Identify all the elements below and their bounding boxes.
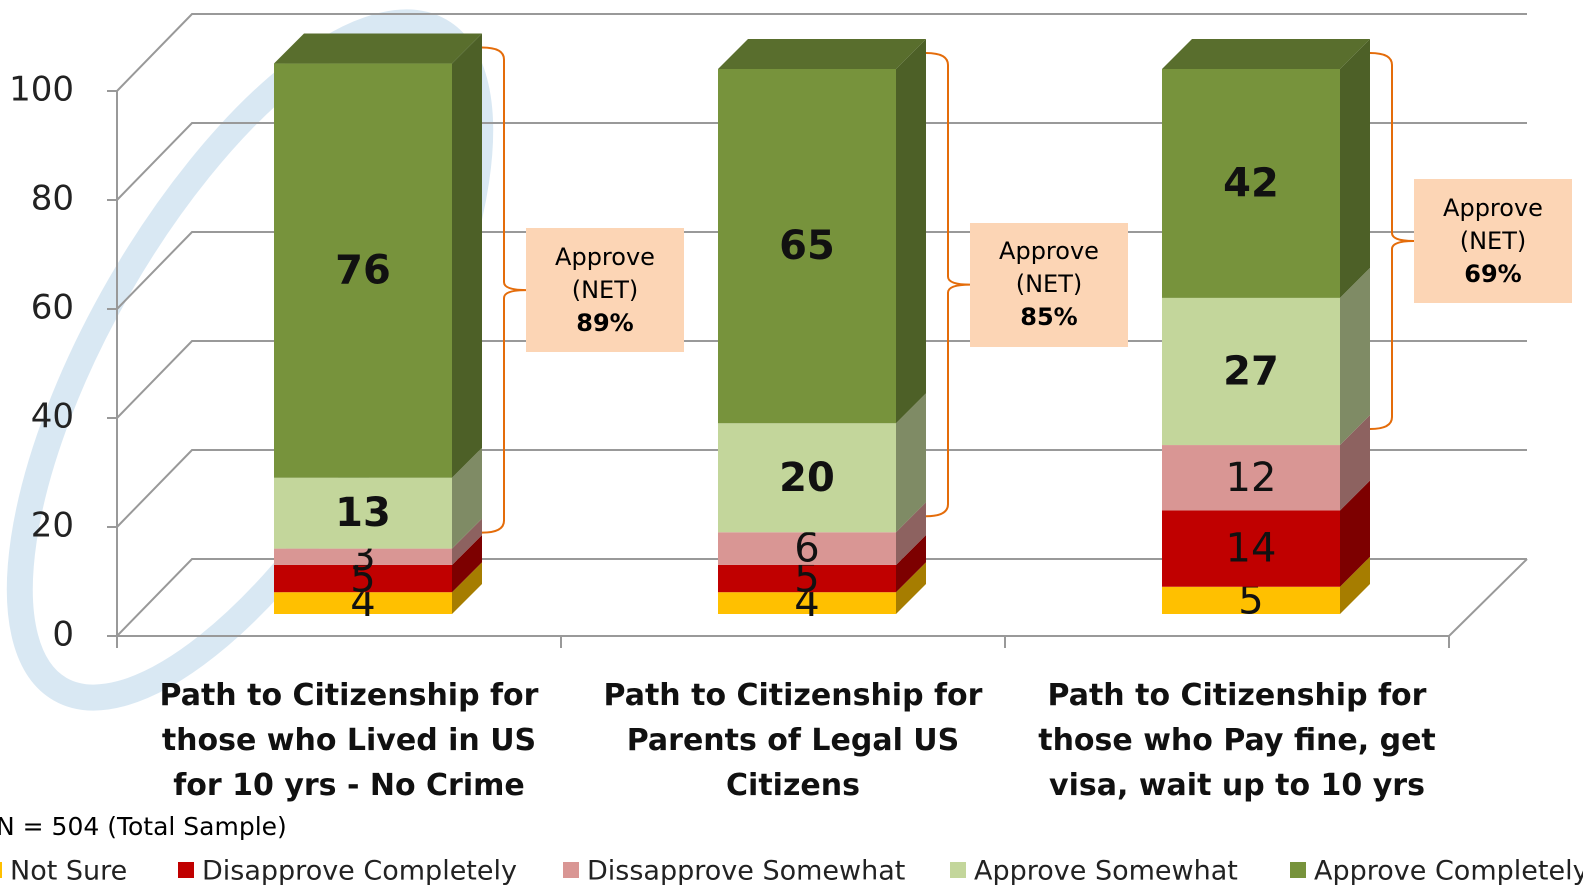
bracket [1370,53,1414,429]
value-label: 76 [335,248,391,294]
x-tick-label: Path to Citizenship for those who Pay fi… [1022,673,1452,808]
legend-swatch [178,862,194,878]
bar-top [718,39,926,69]
value-label: 27 [1223,348,1279,394]
value-label: 13 [335,490,391,536]
bar-top [274,34,482,64]
legend-label: Not Sure [10,856,127,887]
y-tick-label: 0 [52,615,74,655]
bar-top [1162,39,1370,69]
net-label: Approve (NET) [970,235,1128,301]
bar-side [1340,39,1370,298]
net-label: Approve (NET) [1414,192,1572,258]
x-tick-label: Path to Citizenship for those who Lived … [134,673,564,808]
legend-label: Disapprove Completely [202,856,517,887]
y-tick-label: 60 [31,288,74,328]
bar-side [896,39,926,423]
net-label: Approve (NET) [526,241,684,307]
bar-side [1340,268,1370,445]
legend-swatch [563,862,579,878]
legend-label: Approve Somewhat [974,856,1238,887]
bar-side [452,34,482,478]
net-value: 69% [1414,258,1572,291]
value-label: 12 [1226,455,1277,501]
net-annotation: Approve (NET)69% [1414,179,1572,303]
value-label: 20 [779,455,835,501]
footnote: N = 504 (Total Sample) [0,812,287,841]
legend-label: Dissapprove Somewhat [587,856,905,887]
net-annotation: Approve (NET)85% [970,223,1128,347]
value-label: 42 [1223,160,1279,206]
net-value: 89% [526,307,684,340]
y-tick-label: 40 [31,397,74,437]
legend-swatch [0,862,2,878]
legend-label: Approve Completely [1314,856,1583,887]
legend-swatch [950,862,966,878]
y-tick-label: 80 [31,179,74,219]
x-tick-label: Path to Citizenship for Parents of Legal… [578,673,1008,808]
value-label: 14 [1226,526,1277,572]
value-label: 65 [779,223,835,269]
net-value: 85% [970,301,1128,334]
value-label: 6 [794,526,819,572]
net-annotation: Approve (NET)89% [526,228,684,352]
y-tick-label: 100 [9,70,74,110]
chart-page: 02040608010045313764562065514122742Not S… [0,0,1583,894]
legend-swatch [1290,862,1306,878]
y-tick-label: 20 [31,506,74,546]
